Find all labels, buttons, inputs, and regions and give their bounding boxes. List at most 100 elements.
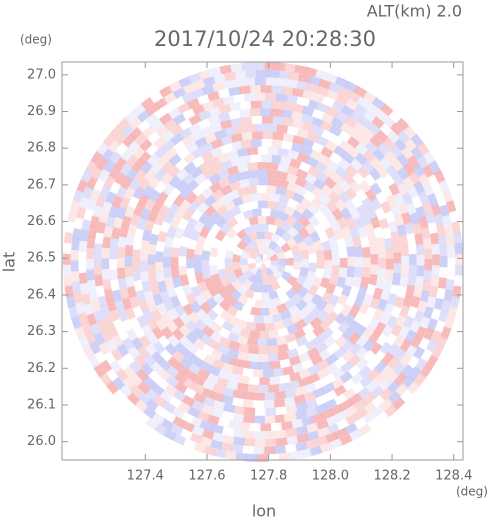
echo-cell xyxy=(243,77,257,86)
echo-cell xyxy=(92,203,104,218)
echo-cell xyxy=(321,240,332,252)
echo-cell xyxy=(276,343,290,354)
echo-cell xyxy=(70,258,79,272)
echo-cell xyxy=(144,218,156,232)
echo-cell xyxy=(262,369,274,378)
echo-cell xyxy=(313,222,326,236)
echo-cell xyxy=(205,231,217,244)
echo-cell xyxy=(65,294,76,309)
echo-cell xyxy=(120,317,133,332)
echo-cell xyxy=(251,400,264,409)
echo-cell xyxy=(390,204,402,218)
echo-cell xyxy=(269,253,279,262)
echo-cell xyxy=(164,235,174,248)
echo-cell xyxy=(65,219,76,234)
echo-cell xyxy=(198,68,213,80)
echo-cell xyxy=(160,310,173,325)
echo-cell xyxy=(182,225,194,239)
echo-cell xyxy=(262,276,271,286)
echo-cell xyxy=(372,308,385,322)
echo-cell xyxy=(284,332,297,344)
echo-cell xyxy=(209,66,224,77)
echo-cell xyxy=(318,442,333,454)
echo-cell xyxy=(192,78,207,91)
echo-cell xyxy=(220,394,234,405)
echo-cell xyxy=(303,438,318,450)
echo-cell xyxy=(393,296,405,310)
echo-cell xyxy=(295,433,309,444)
echo-cell xyxy=(428,285,439,300)
echo-cell xyxy=(240,264,250,274)
echo-cell xyxy=(187,276,198,289)
echo-cell xyxy=(349,207,362,221)
echo-cell xyxy=(186,267,196,279)
echo-cell xyxy=(424,248,433,261)
echo-cell xyxy=(447,247,456,260)
echo-cell xyxy=(373,226,384,240)
echo-cell xyxy=(385,258,394,271)
echo-cell xyxy=(399,276,409,290)
echo-cell xyxy=(303,382,317,394)
echo-cell xyxy=(354,266,363,279)
echo-cell xyxy=(390,305,402,320)
echo-cell xyxy=(263,392,276,401)
echo-cell xyxy=(254,77,268,86)
echo-cell xyxy=(435,194,448,209)
echo-cell xyxy=(216,369,231,380)
echo-cell xyxy=(101,267,111,280)
echo-cell xyxy=(312,378,327,391)
echo-cell xyxy=(229,180,242,192)
echo-cell xyxy=(252,247,261,257)
echo-cell xyxy=(197,93,212,105)
echo-cell xyxy=(305,430,320,442)
echo-cell xyxy=(270,280,281,291)
echo-cell xyxy=(445,200,457,215)
echo-cell xyxy=(191,146,206,159)
echo-cell xyxy=(290,244,301,255)
echo-cell xyxy=(231,412,245,423)
echo-cell xyxy=(294,425,309,436)
echo-cell xyxy=(63,240,72,255)
echo-cell xyxy=(273,62,287,72)
echo-cell xyxy=(115,205,128,220)
echo-cell xyxy=(241,391,255,401)
plot-frame xyxy=(61,61,464,461)
echo-cell xyxy=(177,294,190,308)
echo-cell xyxy=(454,264,463,278)
echo-cell xyxy=(187,97,202,110)
echo-cell xyxy=(435,287,446,302)
y-tick-label: 26.0 xyxy=(27,434,56,449)
echo-cell xyxy=(300,113,315,125)
echo-cell xyxy=(266,216,277,226)
echo-cell xyxy=(241,414,255,424)
echo-cell xyxy=(262,315,274,324)
echo-cell xyxy=(404,222,415,236)
echo-cell xyxy=(102,277,112,291)
echo-cell xyxy=(247,200,259,210)
echo-cell xyxy=(297,368,311,380)
echo-cell xyxy=(319,218,332,231)
echo-cell xyxy=(291,142,305,154)
echo-cell xyxy=(112,317,125,332)
echo-cell xyxy=(311,108,326,121)
echo-cell xyxy=(167,307,180,321)
echo-cell xyxy=(148,273,158,286)
echo-cell xyxy=(370,254,379,266)
echo-cell xyxy=(93,263,102,276)
echo-cell xyxy=(298,73,313,84)
echo-cell xyxy=(219,193,232,206)
echo-cell xyxy=(243,313,255,323)
echo-cell xyxy=(265,77,279,86)
echo-cell xyxy=(409,212,421,227)
echo-cell xyxy=(304,339,318,352)
echo-cell xyxy=(313,403,328,415)
echo-cell xyxy=(248,177,260,187)
echo-cell xyxy=(294,176,308,189)
echo-cell xyxy=(361,267,371,279)
echo-cell xyxy=(109,247,118,260)
echo-cell xyxy=(430,203,442,218)
echo-cell xyxy=(300,145,314,157)
echo-cell xyxy=(364,188,378,203)
echo-cell xyxy=(242,406,256,416)
echo-cell xyxy=(356,204,369,218)
